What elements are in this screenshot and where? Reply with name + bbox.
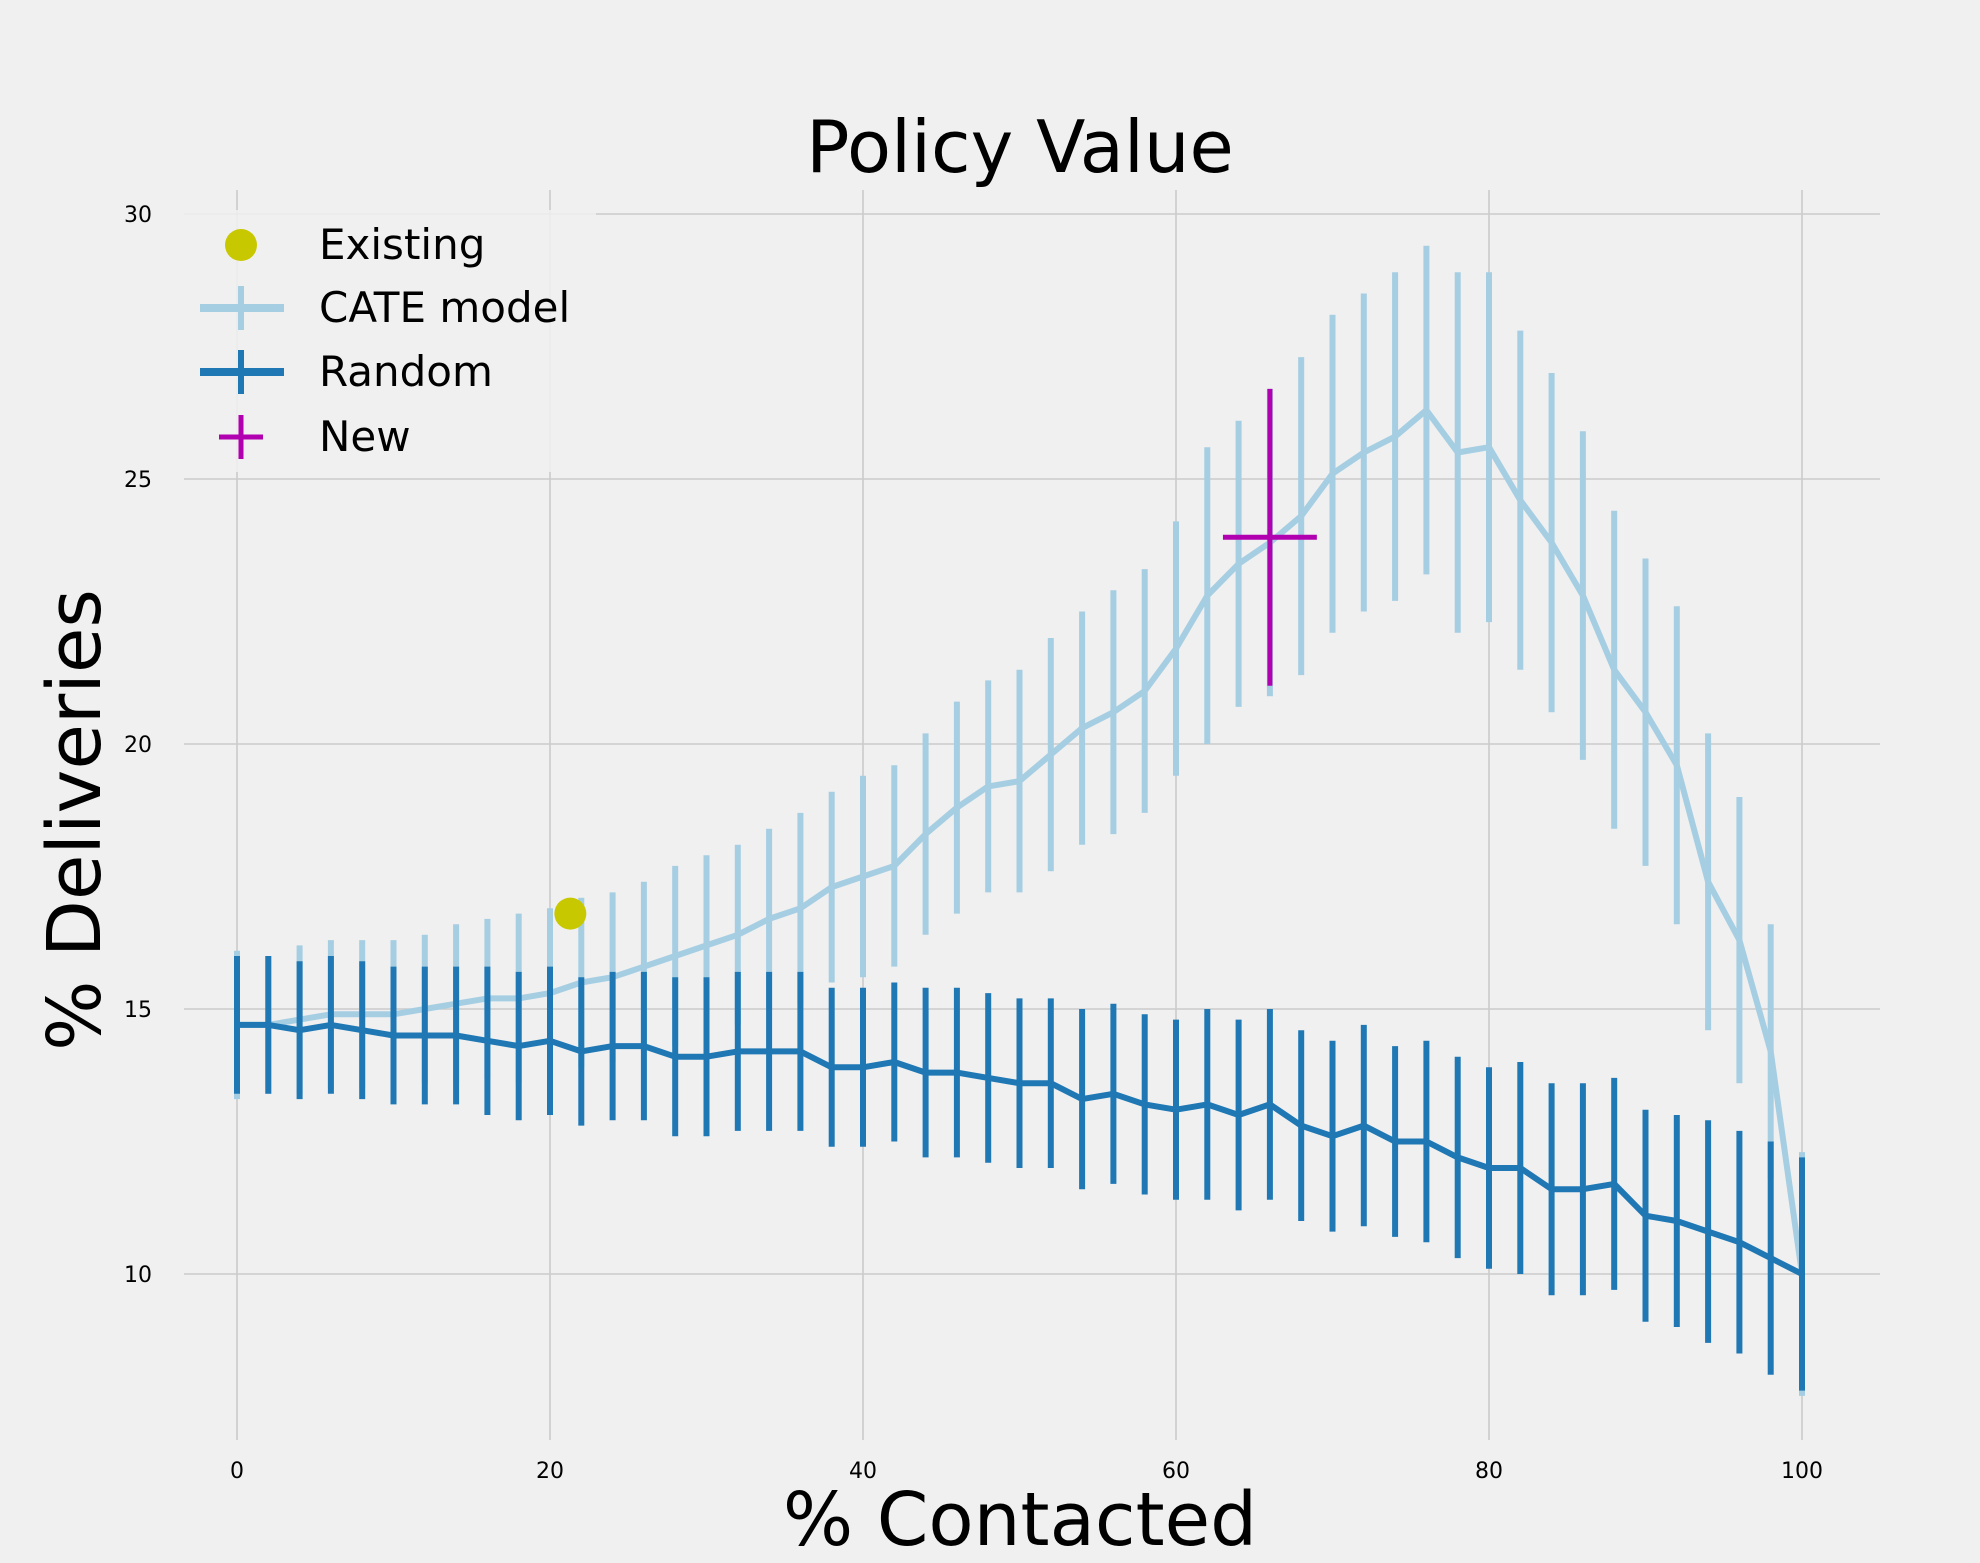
y-tick-label: 20 xyxy=(124,733,152,758)
x-tick-label: 100 xyxy=(1781,1459,1823,1484)
y-tick-label: 10 xyxy=(124,1263,152,1288)
x-tick-label: 40 xyxy=(849,1459,877,1484)
legend-label-random: Random xyxy=(319,347,493,396)
x-tick-label: 80 xyxy=(1475,1459,1503,1484)
chart-marks xyxy=(234,245,1805,1396)
legend-marker-existing xyxy=(225,229,257,261)
legend-label-cate-model: CATE model xyxy=(319,283,570,332)
series-line xyxy=(234,407,1805,1277)
series-random xyxy=(234,956,1805,1391)
new-point xyxy=(1222,388,1317,686)
legend-label-new: New xyxy=(319,412,411,461)
x-axis-label: % Contacted xyxy=(783,1477,1257,1563)
legend-label-existing: Existing xyxy=(319,220,485,269)
y-axis-label: % Deliveries xyxy=(32,589,118,1051)
x-tick-label: 60 xyxy=(1162,1459,1190,1484)
existing-point xyxy=(554,897,587,930)
series-line xyxy=(234,1021,1805,1277)
y-tick-label: 15 xyxy=(124,998,152,1023)
y-tick-label: 30 xyxy=(124,203,152,228)
x-tick-label: 0 xyxy=(230,1459,244,1484)
tick-labels: 0 20 40 60 80 100 10 15 20 25 30 xyxy=(124,203,1823,1484)
y-tick-label: 25 xyxy=(124,468,152,493)
x-tick-label: 20 xyxy=(536,1459,564,1484)
legend: Existing CATE model Random New xyxy=(184,210,596,472)
chart-title: Policy Value xyxy=(806,105,1234,189)
